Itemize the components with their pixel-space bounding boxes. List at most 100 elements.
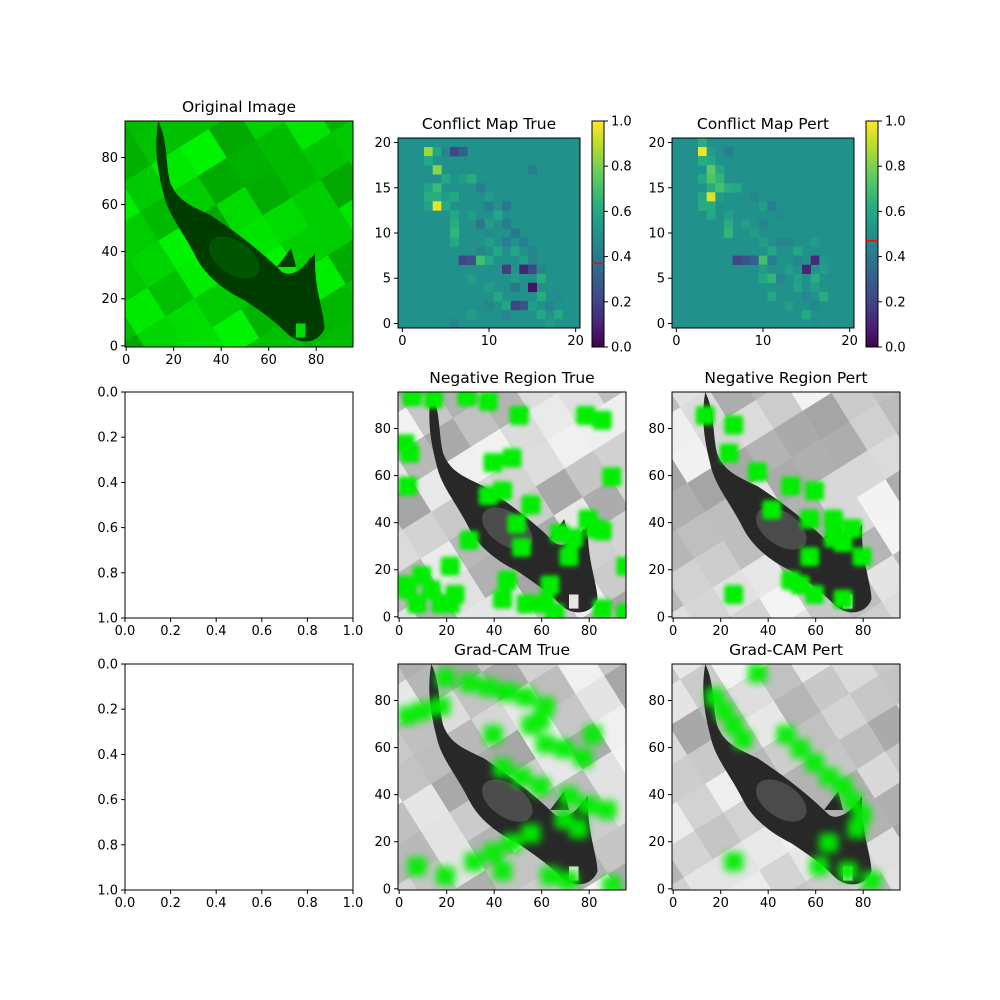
floor-tile	[0, 104, 11, 151]
floor-tile	[965, 332, 1000, 379]
floor-tile	[878, 392, 900, 433]
negative_true-xtick-label: 20	[438, 624, 455, 639]
floor-tile	[511, 43, 558, 90]
floor-tile	[284, 978, 331, 1000]
heatmap-cell	[758, 255, 768, 265]
floor-tile	[28, 425, 75, 472]
floor-tile	[878, 978, 925, 1000]
highlight-patch	[398, 706, 417, 726]
gradcam_pert-xtick-label: 20	[712, 896, 729, 911]
floor-tile	[371, 50, 418, 97]
gradcam_pert-xtick-label: 40	[760, 896, 777, 911]
heatmap-cell	[706, 156, 716, 166]
gradcam_pert-xtick-label: 0	[669, 896, 677, 911]
negative_true-xtick-label: 40	[486, 624, 503, 639]
gradcam_true-xtick-label: 0	[395, 896, 403, 911]
floor-tile	[54, 569, 101, 616]
floor-tile	[849, 996, 896, 1000]
heatmap-cell	[450, 228, 459, 238]
floor-tile	[958, 849, 1000, 896]
floor-tile	[49, 604, 96, 651]
floor-tile	[0, 179, 18, 226]
empty_1-frame	[124, 391, 354, 619]
floor-tile	[925, 396, 972, 443]
floor-tile	[579, 601, 626, 618]
floor-tile	[452, 400, 500, 447]
floor-tile	[983, 360, 1000, 407]
floor-tile	[730, 598, 778, 618]
heatmap-cell	[793, 246, 803, 256]
highlight-patch	[483, 725, 503, 745]
floor-tile	[125, 258, 148, 306]
negative_pert-xtick-label: 20	[712, 624, 729, 639]
floor-tile	[954, 378, 1000, 425]
original-ytick-label: 60	[101, 198, 118, 213]
original-title: Original Image	[182, 98, 296, 116]
negative_pert-xtick-label: 0	[669, 624, 677, 639]
heatmap-cell	[458, 255, 468, 265]
floor-tile	[535, 468, 583, 516]
empty_1-xtick-label: 0.4	[206, 624, 227, 639]
floor-tile	[370, 924, 417, 971]
floor-tile	[0, 133, 29, 180]
floor-tile	[662, 350, 709, 397]
floor-tile	[388, 953, 435, 1000]
floor-tile	[896, 686, 900, 734]
floor-tile	[0, 226, 7, 273]
floor-tile	[0, 208, 36, 255]
floor-tile	[932, 744, 979, 791]
highlight-patch	[431, 696, 451, 716]
floor-tile	[0, 57, 21, 104]
floor-tile	[604, 664, 626, 705]
floor-tile	[255, 996, 302, 1000]
floor-tile	[741, 823, 789, 871]
heatmap-cell	[767, 246, 777, 256]
floor-tile	[0, 453, 29, 500]
floor-tile	[954, 650, 1000, 697]
panel-negative_true: 0 20 40 60 80 0 20 40 60 80 Negative Region True	[28, 43, 709, 639]
gradcam_true-frame	[397, 663, 627, 891]
heatmap-cell	[450, 219, 459, 229]
floor-tile	[911, 566, 958, 613]
heatmap-cell	[810, 318, 820, 329]
floor-tile	[900, 292, 947, 339]
floor-tile	[417, 935, 464, 982]
floor-tile	[874, 780, 900, 828]
heatmap-cell	[776, 273, 785, 284]
floor-tile	[172, 928, 219, 975]
highlight-patch	[424, 392, 444, 409]
floor-tile	[726, 672, 774, 719]
heatmap-cell	[758, 219, 768, 229]
colorbar-tick-label: 0.4	[611, 250, 632, 265]
conflict_pert-xtick-label: 10	[755, 334, 772, 349]
empty_1-ytick-label: 0.4	[97, 476, 118, 491]
heatmap-cell	[767, 201, 777, 211]
floor-tile	[517, 439, 565, 487]
floor-tile	[398, 877, 428, 890]
floor-tile	[694, 540, 742, 588]
floor-tile	[911, 245, 958, 292]
floor-tile	[96, 342, 143, 389]
highlight-patch	[436, 866, 455, 886]
floor-tile	[904, 490, 951, 537]
heatmap-cell	[554, 309, 563, 320]
floor-tile	[72, 0, 119, 3]
highlight-patch	[776, 725, 796, 745]
floor-tile	[0, 28, 3, 75]
floor-tile	[50, 371, 97, 418]
highlight-patch	[724, 584, 744, 604]
heatmap-cell	[545, 282, 555, 293]
floor-tile	[327, 237, 353, 285]
heatmap-cell	[810, 255, 820, 265]
floor-tile	[446, 928, 493, 975]
highlight-patch	[457, 392, 477, 407]
highlight-patch	[576, 406, 596, 426]
floor-tile	[11, 435, 58, 482]
panel-conflict_pert: 0 10 20 0 5 10 15 20 Conflict Map Pert 0.0 0.2 0.4 0…	[648, 115, 905, 356]
negative_true-ytick-label: 80	[374, 422, 391, 437]
floor-tile	[43, 295, 90, 342]
heatmap-cell	[810, 282, 820, 293]
floor-tile	[20, 622, 67, 669]
floor-tile	[557, 664, 605, 694]
conflict_true-ytick-label: 0	[383, 317, 391, 332]
